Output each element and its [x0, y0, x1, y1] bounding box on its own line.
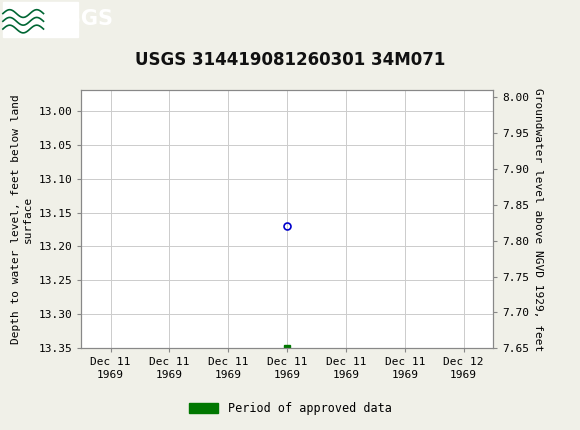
- Y-axis label: Depth to water level, feet below land
surface: Depth to water level, feet below land su…: [11, 95, 33, 344]
- Legend: Period of approved data: Period of approved data: [184, 397, 396, 420]
- Text: USGS: USGS: [49, 9, 113, 29]
- Bar: [3, 2, 78, 37]
- Text: USGS 314419081260301 34M071: USGS 314419081260301 34M071: [135, 51, 445, 69]
- Y-axis label: Groundwater level above NGVD 1929, feet: Groundwater level above NGVD 1929, feet: [533, 88, 543, 351]
